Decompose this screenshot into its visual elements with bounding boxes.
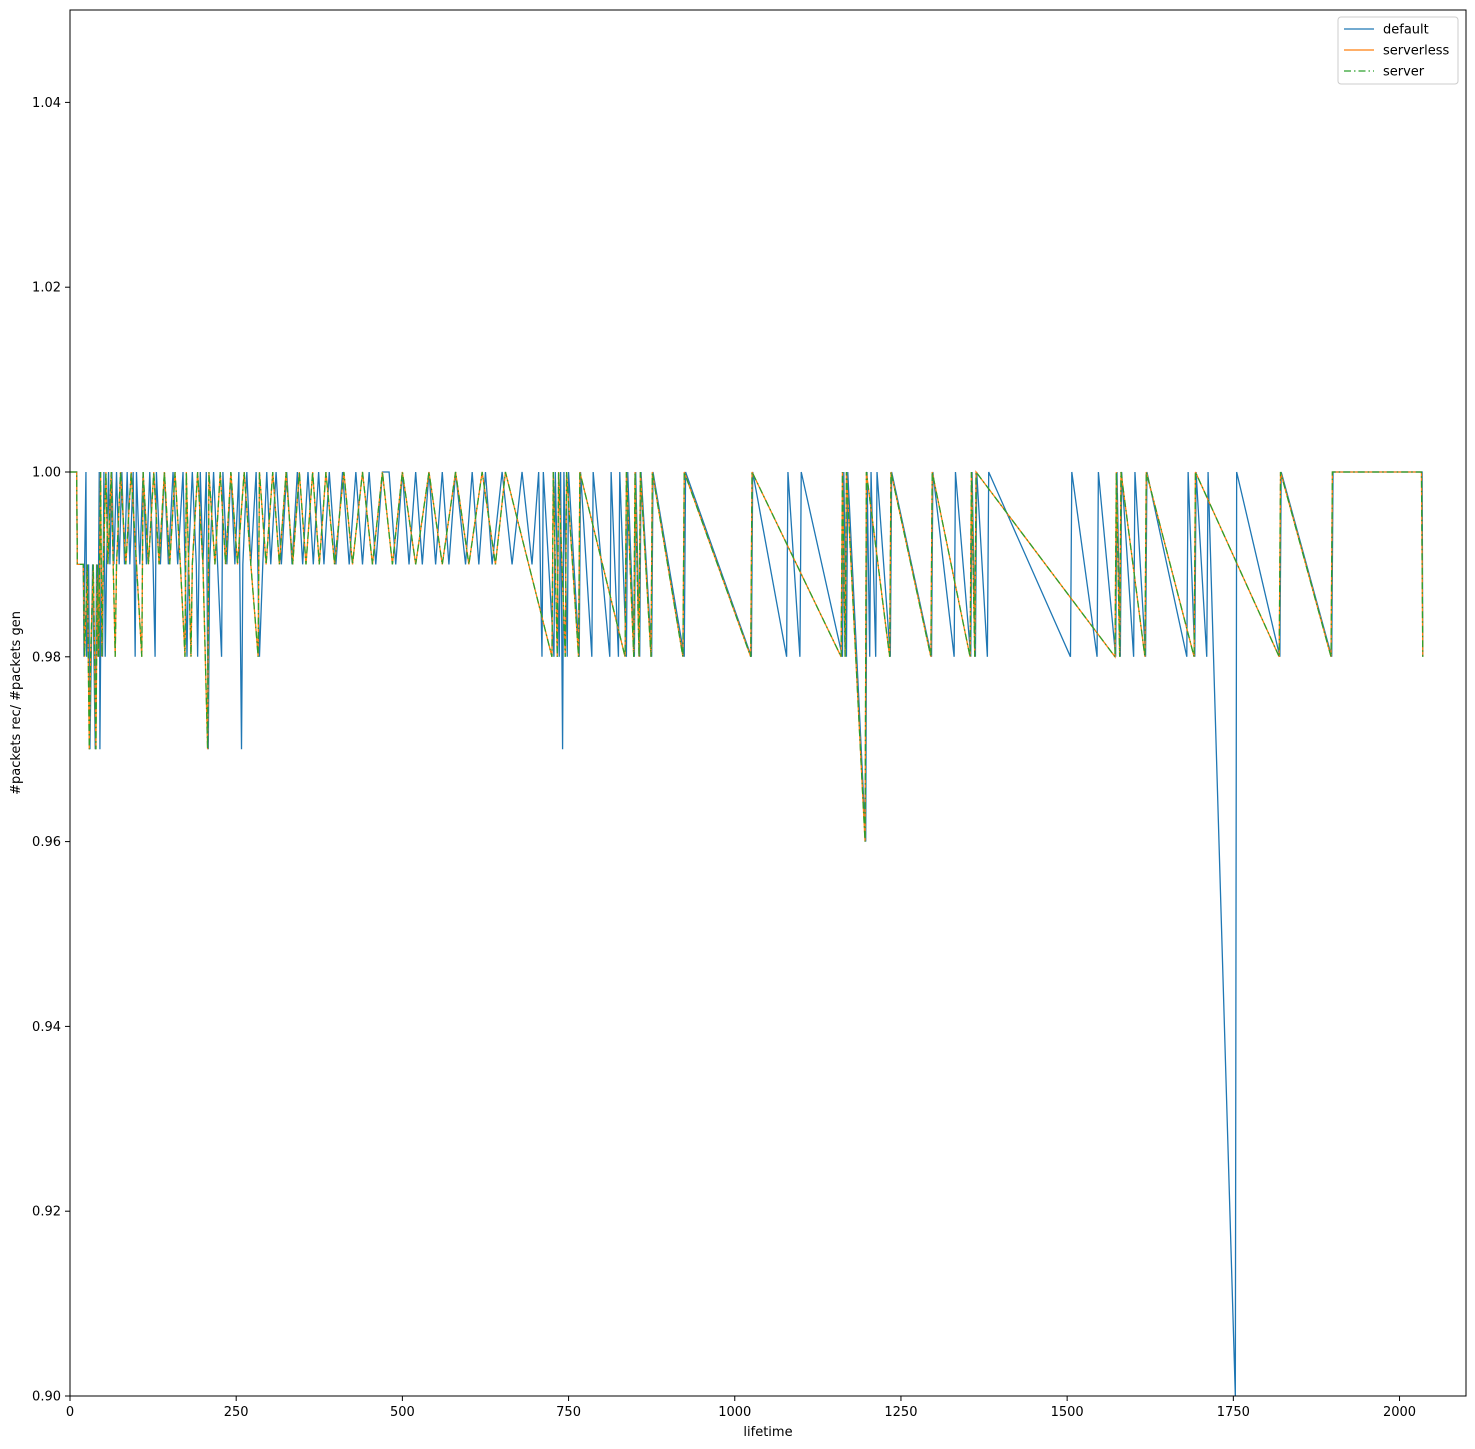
x-tick-label: 1250 bbox=[884, 1405, 917, 1420]
x-tick-label: 750 bbox=[556, 1405, 581, 1420]
y-tick-label: 0.96 bbox=[32, 835, 61, 850]
legend-box bbox=[1337, 16, 1459, 85]
y-axis: 0.90 0.92 0.94 0.96 0.98 1.00 1.02 1.04 bbox=[32, 96, 70, 1405]
series-line-server bbox=[70, 470, 1424, 842]
y-tick-label: 1.02 bbox=[32, 281, 61, 296]
series-layer bbox=[70, 470, 1424, 1396]
x-tick-label: 1500 bbox=[1051, 1405, 1084, 1420]
x-tick-label: 1750 bbox=[1217, 1405, 1250, 1420]
x-axis-label: lifetime bbox=[743, 1425, 792, 1440]
y-tick-label: 0.98 bbox=[32, 650, 61, 665]
legend: default serverless server bbox=[1337, 16, 1459, 85]
y-tick-label: 0.92 bbox=[32, 1205, 61, 1220]
x-tick-label: 1000 bbox=[718, 1405, 751, 1420]
x-tick-label: 250 bbox=[224, 1405, 249, 1420]
legend-label: serverless bbox=[1383, 44, 1450, 59]
x-tick-label: 0 bbox=[66, 1405, 74, 1420]
legend-label: server bbox=[1383, 65, 1425, 80]
y-tick-label: 1.04 bbox=[32, 96, 61, 111]
series-line-default bbox=[70, 471, 1424, 1396]
plot-frame bbox=[69, 9, 1467, 1397]
y-tick-label: 0.94 bbox=[32, 1020, 61, 1035]
y-axis-label: #packets rec/ #packets gen bbox=[9, 611, 24, 795]
y-tick-label: 0.90 bbox=[32, 1390, 61, 1405]
x-tick-label: 2000 bbox=[1383, 1405, 1416, 1420]
legend-label: default bbox=[1383, 23, 1429, 38]
x-axis: 0 250 500 750 1000 1250 1500 1750 2000 bbox=[66, 1396, 1416, 1420]
x-tick-label: 500 bbox=[390, 1405, 415, 1420]
y-tick-label: 1.00 bbox=[32, 466, 61, 481]
